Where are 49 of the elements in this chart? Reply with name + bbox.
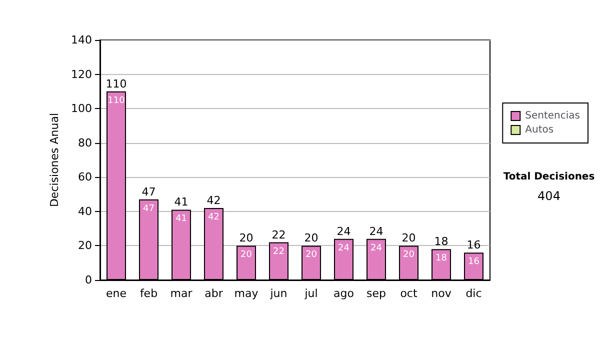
y-tick-label: 140 <box>71 34 92 46</box>
total-label: 24 <box>336 224 351 238</box>
data-label: 42 <box>208 212 220 222</box>
data-label: 20 <box>403 250 415 260</box>
total-label: 41 <box>174 196 188 209</box>
data-label: 22 <box>273 246 284 257</box>
total-label: 47 <box>142 185 156 198</box>
legend-label: Autos <box>525 124 554 136</box>
total-label: 24 <box>369 224 384 238</box>
x-tick-label: jun <box>269 287 288 300</box>
x-tick-label: may <box>234 287 259 300</box>
y-tick-label: 60 <box>78 170 92 184</box>
data-label: 24 <box>338 243 350 254</box>
x-tick-label: abr <box>204 287 224 300</box>
data-label: 16 <box>468 257 480 268</box>
total-label: 18 <box>434 235 448 248</box>
x-tick-label: ago <box>334 287 354 300</box>
total-label: 110 <box>106 77 127 90</box>
x-tick-label: feb <box>140 287 158 300</box>
y-tick-label: 20 <box>78 239 92 252</box>
x-tick-label: mar <box>170 287 193 300</box>
total-label: 16 <box>466 238 481 252</box>
data-label: 18 <box>436 254 448 264</box>
data-label: 41 <box>176 214 187 224</box>
data-label: 20 <box>306 250 318 260</box>
y-axis-title: Decisiones Anual <box>48 112 62 208</box>
total-label: 22 <box>272 228 286 242</box>
data-label: 47 <box>143 204 154 214</box>
y-tick-label: 120 <box>71 68 92 81</box>
x-tick-label: dic <box>466 287 482 300</box>
data-label: 20 <box>240 250 252 260</box>
text: Total Decisiones <box>503 172 595 182</box>
text: 404 <box>538 189 560 203</box>
legend-label: Sentencias <box>525 110 580 122</box>
y-tick-label: 80 <box>78 136 92 150</box>
total-label: 20 <box>304 232 318 245</box>
y-tick-label: 40 <box>78 204 92 218</box>
x-tick-label: ene <box>106 287 127 300</box>
total-label: 20 <box>402 232 416 245</box>
x-tick-label: oct <box>400 287 418 300</box>
y-tick-label: 0 <box>85 274 92 286</box>
data-label: 24 <box>370 243 382 254</box>
data-label: 110 <box>108 96 126 106</box>
x-tick-label: sep <box>366 287 386 300</box>
total-label: 20 <box>239 232 254 245</box>
total-label: 42 <box>206 194 221 207</box>
x-tick-label: nov <box>431 287 452 300</box>
x-tick-label: jul <box>304 287 318 300</box>
y-tick-label: 100 <box>71 102 92 116</box>
